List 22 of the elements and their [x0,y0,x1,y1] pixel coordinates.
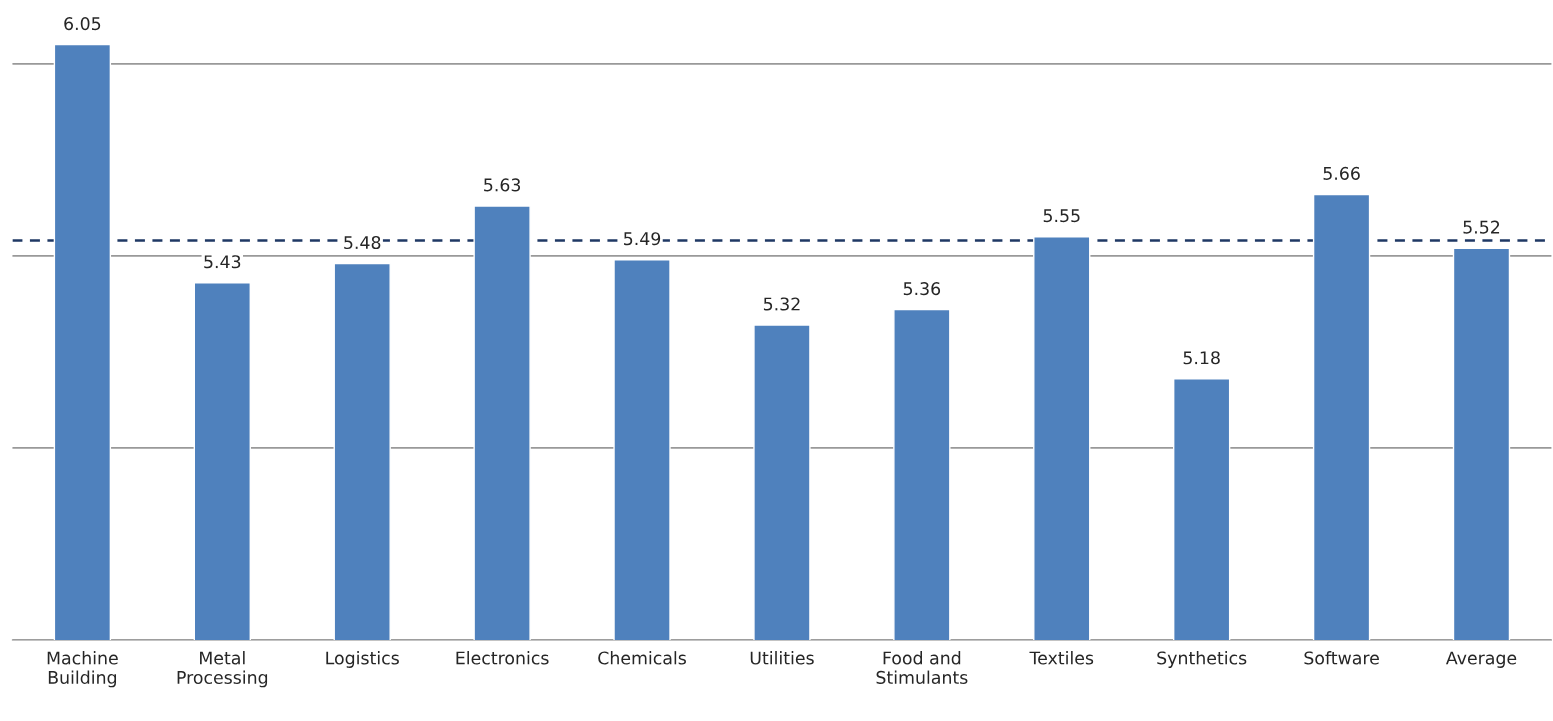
data-label: 5.66 [1323,166,1360,180]
data-label: 5.49 [624,232,661,246]
x-tick-label: Textiles [1029,651,1094,665]
x-tick-label: Machine Building [47,651,118,688]
x-tick-label: Chemicals [598,651,686,665]
data-label: 5.18 [1183,351,1220,365]
x-tick-label: Software [1304,651,1379,665]
x-tick-label: Average [1445,651,1517,668]
data-label: 5.36 [903,282,941,296]
x-tick-label: Utilities [750,651,814,665]
data-label: 6.05 [64,17,101,31]
x-tick-label: Logistics [326,651,399,668]
x-tick-label: Electronics [456,651,549,665]
x-tick-label: Food and Stimulants [876,651,968,684]
data-label: 5.52 [1463,220,1500,234]
data-label: 5.48 [344,235,381,250]
data-label: 5.43 [204,255,241,269]
data-label: 5.63 [484,178,521,192]
x-tick-label: Synthetics [1157,651,1247,668]
data-label: 5.32 [763,297,800,311]
data-label: 5.55 [1043,209,1080,223]
x-tick-label: Metal Processing [177,651,268,688]
